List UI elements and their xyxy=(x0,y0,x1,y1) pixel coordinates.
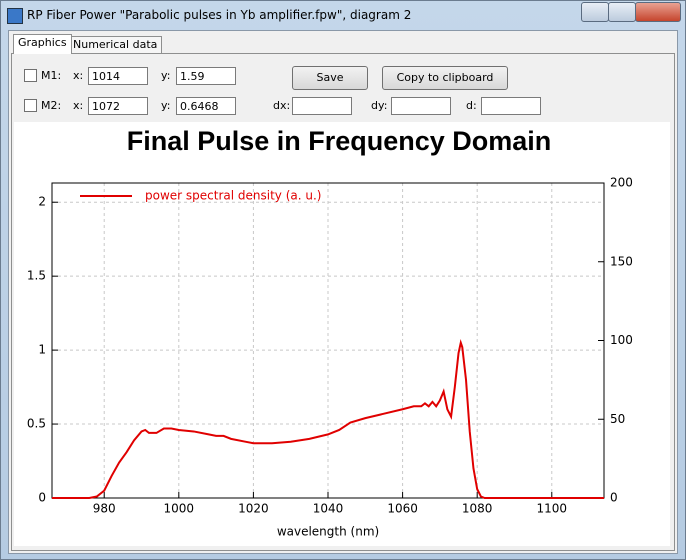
app-icon xyxy=(7,8,23,24)
y-tick-label: 1.5 xyxy=(27,269,46,283)
text-field[interactable] xyxy=(391,97,451,115)
save-button[interactable]: Save xyxy=(292,66,368,90)
y2-tick-label: 50 xyxy=(610,412,625,426)
title-bar: RP Fiber Power "Parabolic pulses in Yb a… xyxy=(1,1,685,29)
y-tick-label: 1 xyxy=(38,343,46,357)
y-tick-label: 0.5 xyxy=(27,417,46,431)
x-tick-label: 1040 xyxy=(313,502,344,516)
chart: Final Pulse in Frequency Domain waveleng… xyxy=(14,122,670,546)
y-tick-label: 0 xyxy=(38,491,46,505)
plot-frame xyxy=(51,182,605,499)
delta-label: dy: xyxy=(371,99,388,112)
x-tick-label: 980 xyxy=(93,502,116,516)
y2-tick-label: 150 xyxy=(610,254,633,268)
marker-label: M1: xyxy=(41,69,62,82)
x-tick-label: 1100 xyxy=(537,502,568,516)
window-title: RP Fiber Power "Parabolic pulses in Yb a… xyxy=(27,8,412,22)
tab[interactable]: Numerical data xyxy=(68,36,163,54)
chart-title: Final Pulse in Frequency Domain xyxy=(127,126,552,156)
delta-label: dx: xyxy=(273,99,291,112)
text-field[interactable] xyxy=(292,97,352,115)
y-label: y: xyxy=(161,69,171,82)
text-field[interactable]: 1072 xyxy=(88,97,148,115)
y2-tick-label: 0 xyxy=(610,491,618,505)
text-field[interactable]: 0.6468 xyxy=(176,97,236,115)
text-field[interactable]: 1.59 xyxy=(176,67,236,85)
y-tick-label: 2 xyxy=(38,195,46,209)
checkbox[interactable] xyxy=(24,99,37,112)
y2-tick-label: 200 xyxy=(610,176,633,190)
x-label: x: xyxy=(73,69,84,82)
copy-button[interactable]: Copy to clipboard xyxy=(382,66,508,90)
chart-background xyxy=(14,122,670,546)
x-tick-label: 1060 xyxy=(387,502,418,516)
x-tick-label: 1000 xyxy=(164,502,195,516)
x-axis-label: wavelength (nm) xyxy=(277,525,379,539)
delta-label: d: xyxy=(466,99,477,112)
legend-label: power spectral density (a. u.) xyxy=(145,189,321,203)
tab[interactable]: Graphics xyxy=(13,34,72,54)
minimize-button[interactable] xyxy=(581,2,609,22)
x-tick-label: 1080 xyxy=(462,502,493,516)
maximize-button[interactable] xyxy=(608,2,636,22)
y-label: y: xyxy=(161,99,171,112)
x-label: x: xyxy=(73,99,84,112)
marker-label: M2: xyxy=(41,99,62,112)
text-field[interactable]: 1014 xyxy=(88,67,148,85)
checkbox[interactable] xyxy=(24,69,37,82)
x-tick-label: 1020 xyxy=(238,502,269,516)
close-button[interactable] xyxy=(635,2,681,22)
text-field[interactable] xyxy=(481,97,541,115)
y2-tick-label: 100 xyxy=(610,333,633,347)
data-line xyxy=(52,338,604,499)
